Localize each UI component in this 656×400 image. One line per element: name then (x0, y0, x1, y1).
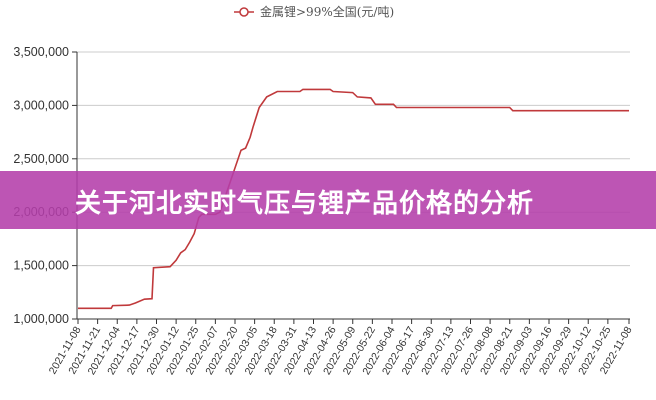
title-banner: 关于河北实时气压与锂产品价格的分析 (0, 171, 656, 229)
y-tick-label: 1,500,000 (13, 259, 69, 273)
y-tick-label: 2,500,000 (13, 152, 69, 166)
x-axis: 2021-11-082021-11-212021-12-042021-12-17… (47, 318, 635, 377)
banner-title: 关于河北实时气压与锂产品价格的分析 (75, 189, 535, 219)
y-tick-label: 3,000,000 (13, 98, 69, 112)
series-lines (77, 88, 630, 310)
legend[interactable]: 金属锂>99%全国(元/吨) (234, 4, 394, 19)
legend-marker-icon (239, 7, 249, 17)
series-line (78, 88, 629, 310)
y-tick-label: 3,500,000 (13, 45, 69, 59)
legend-label: 金属锂>99%全国(元/吨) (260, 4, 394, 19)
y-tick-label: 1,000,000 (13, 312, 69, 326)
grid (77, 51, 630, 267)
